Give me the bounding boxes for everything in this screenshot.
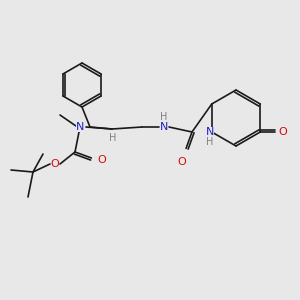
Text: N: N xyxy=(206,127,214,137)
Text: N: N xyxy=(76,122,84,132)
Text: H: H xyxy=(206,137,213,147)
Text: O: O xyxy=(279,127,288,137)
Text: N: N xyxy=(160,122,168,132)
Text: H: H xyxy=(109,133,117,143)
Text: O: O xyxy=(178,157,186,167)
Text: O: O xyxy=(51,159,59,169)
Text: O: O xyxy=(98,155,106,165)
Text: H: H xyxy=(160,112,168,122)
